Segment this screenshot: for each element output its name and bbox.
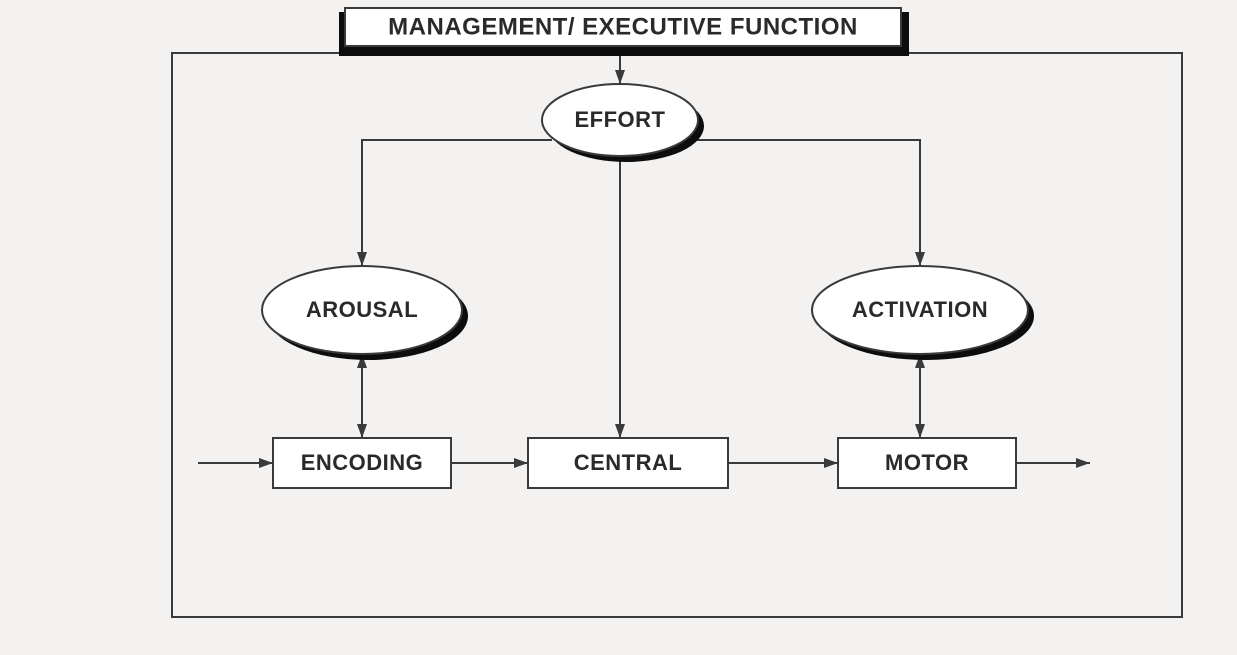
node-activation-label: ACTIVATION: [852, 297, 988, 322]
node-effort-label: EFFORT: [575, 107, 666, 132]
node-title: MANAGEMENT/ EXECUTIVE FUNCTION: [339, 8, 909, 56]
node-central-label: CENTRAL: [574, 450, 683, 475]
node-encoding-label: ENCODING: [301, 450, 424, 475]
node-arousal-label: AROUSAL: [306, 297, 418, 322]
node-central: CENTRAL: [528, 438, 728, 488]
node-motor-label: MOTOR: [885, 450, 969, 475]
node-encoding: ENCODING: [273, 438, 451, 488]
node-title-label: MANAGEMENT/ EXECUTIVE FUNCTION: [388, 13, 858, 40]
diagram-canvas: MANAGEMENT/ EXECUTIVE FUNCTION EFFORT AROU…: [0, 0, 1237, 655]
node-motor: MOTOR: [838, 438, 1016, 488]
